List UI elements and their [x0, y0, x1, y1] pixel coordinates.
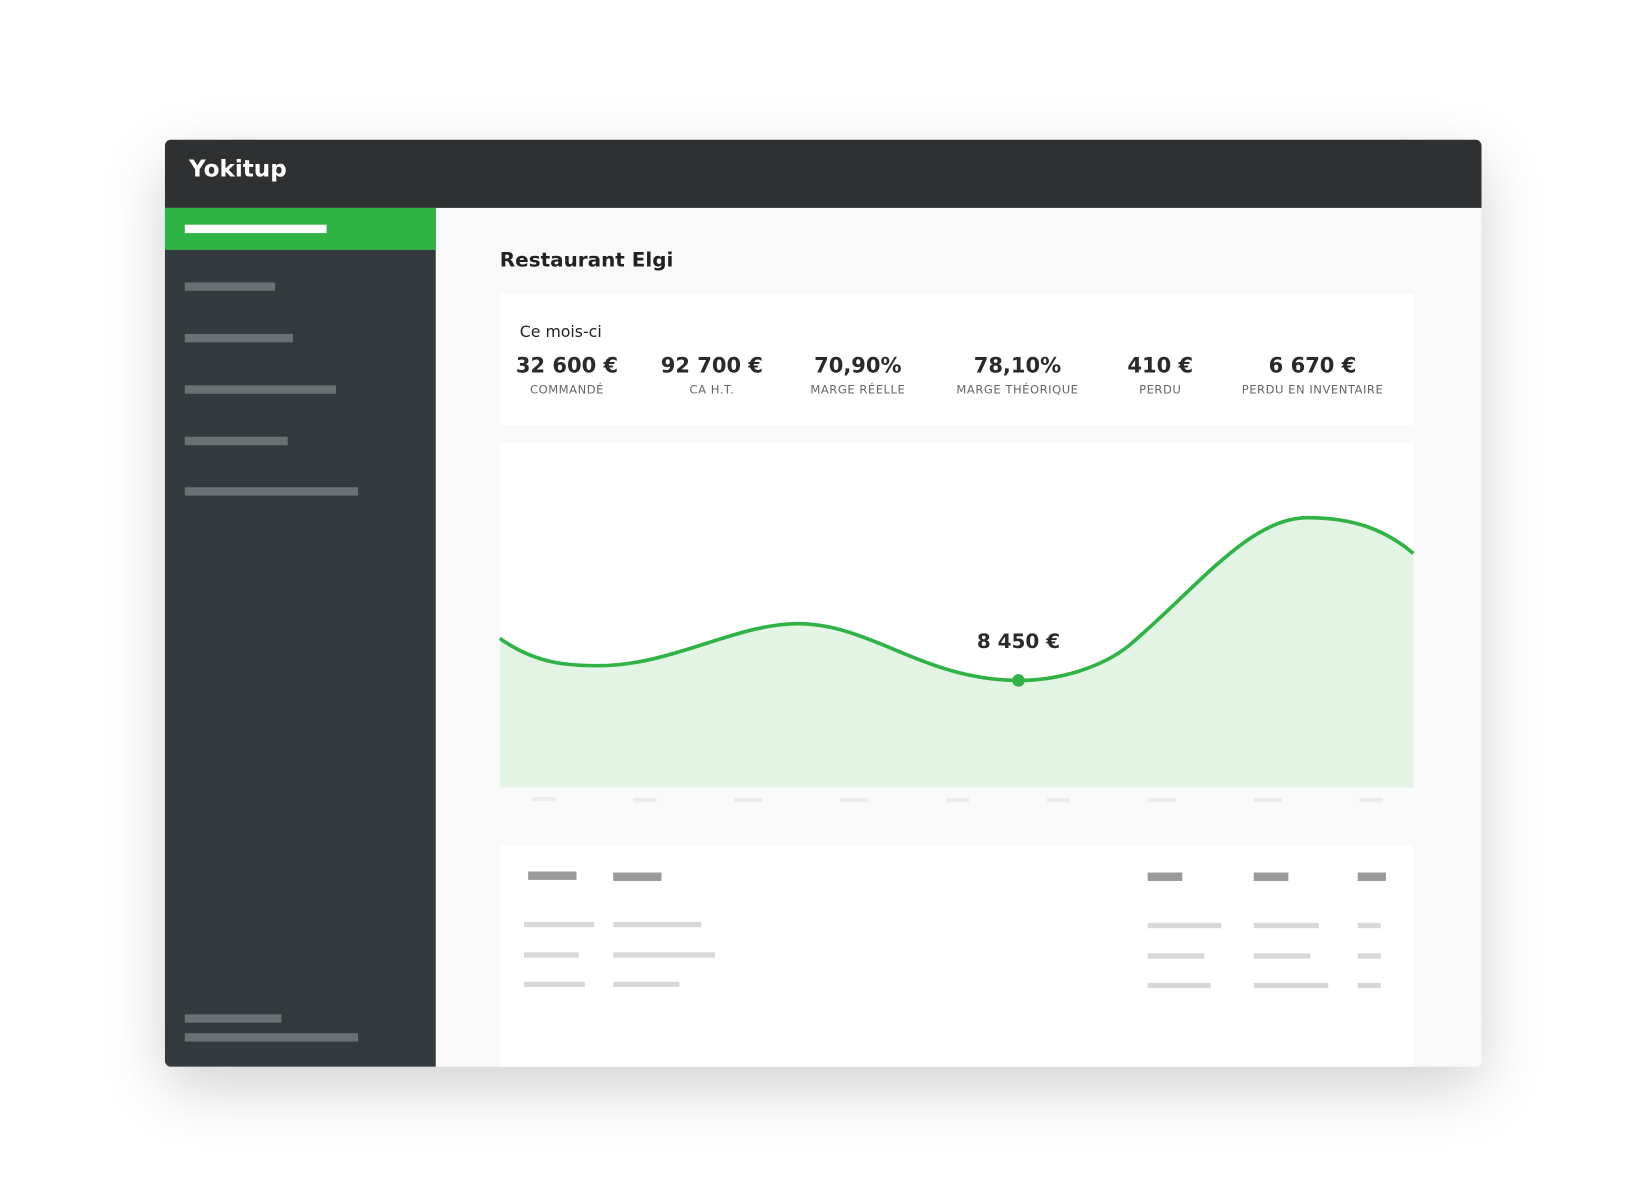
period-label: Ce mois-ci — [519, 322, 602, 342]
table-header — [1147, 872, 1183, 881]
stat-value: 410 € — [1127, 352, 1194, 378]
stat-label: PERDU — [1139, 383, 1182, 397]
sidebar — [164, 207, 436, 1067]
table-cell — [1147, 953, 1205, 959]
nav-item[interactable] — [184, 385, 336, 394]
stat-value: 78,10% — [973, 352, 1062, 378]
stat-value: 32 600 € — [515, 352, 619, 378]
highlight-point[interactable] — [1012, 674, 1025, 687]
nav-item[interactable] — [184, 1033, 359, 1042]
stat-label: MARGE THÉORIQUE — [956, 383, 1079, 397]
table-cell — [1253, 953, 1311, 959]
chart-area — [499, 517, 1414, 788]
summary-card — [499, 294, 1414, 426]
table-cell — [1147, 922, 1222, 929]
table-cell — [1357, 922, 1381, 929]
table-cell — [523, 921, 595, 928]
table-header — [1357, 872, 1386, 881]
page-title: Restaurant Elgi — [499, 248, 674, 272]
stat-value: 92 700 € — [660, 352, 764, 378]
table-cell — [1357, 982, 1381, 989]
x-axis-placeholders — [532, 796, 1383, 803]
nav-item[interactable] — [184, 487, 359, 496]
nav-item[interactable] — [184, 1014, 282, 1023]
brand: Yokitup — [188, 156, 287, 183]
table-cell — [613, 952, 716, 958]
table-cell — [523, 952, 579, 958]
table-cell — [523, 981, 585, 987]
stat-value: 6 670 € — [1268, 352, 1357, 378]
table-cell — [613, 921, 702, 928]
table-cell — [1253, 982, 1329, 989]
stat-label: COMMANDÉ — [529, 383, 605, 397]
stat-label: CA H.T. — [689, 383, 735, 397]
table-cell — [1357, 953, 1381, 959]
table-cell — [1253, 922, 1319, 929]
table-header — [528, 871, 577, 880]
active-nav-item[interactable] — [164, 207, 436, 250]
chart-line — [498, 515, 1415, 683]
stat-label: MARGE RÉELLE — [810, 383, 906, 397]
table-cell — [613, 981, 680, 987]
chart-annotation: 8 450 € — [976, 630, 1061, 654]
nav-label-placeholder — [184, 224, 327, 234]
stat-label: PERDU EN INVENTAIRE — [1241, 383, 1384, 397]
top-bar: Yokitup — [164, 139, 1482, 208]
nav-item[interactable] — [184, 333, 293, 343]
table-header — [1253, 872, 1289, 881]
nav-item[interactable] — [184, 436, 288, 446]
table-header — [613, 872, 662, 881]
table-cell — [1147, 982, 1211, 989]
nav-item[interactable] — [184, 282, 276, 291]
stat-value: 70,90% — [814, 352, 902, 378]
